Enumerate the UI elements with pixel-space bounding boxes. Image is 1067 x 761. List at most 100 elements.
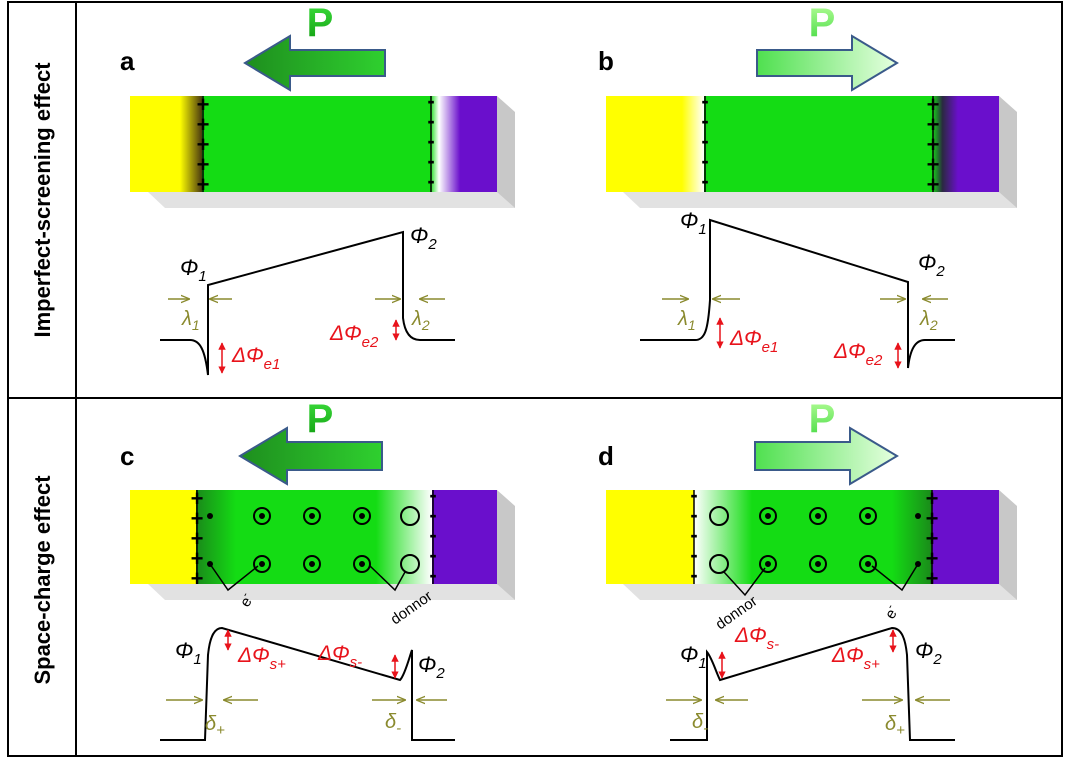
ferroelectric-layer [202,96,430,192]
svg-text:+: + [191,566,204,591]
panel-letter: d [598,441,614,471]
polarization-arrow-right [756,34,899,92]
svg-text:+: + [926,546,939,571]
negative-charges: - - - - - [429,482,436,587]
electron-label: e- [880,602,903,622]
positive-charges: + + + + + [191,486,204,591]
slab-shadow-bottom [148,584,515,600]
svg-text:+: + [191,486,204,511]
slab-shadow-bottom [148,192,515,208]
phi2-label: Φ2 [918,250,945,280]
dphi-e1-label: ΔΦe1 [729,327,778,356]
panel-letter: a [120,46,135,76]
panel-a: a P + + + + + - - - - - Φ1 Φ2 [120,1,515,376]
phi1-label: Φ1 [680,208,707,238]
dphi-s-minus-label: ΔΦs- [734,624,779,653]
svg-text:-: - [429,502,436,527]
donor-pointer [369,565,406,592]
svg-text:-: - [701,128,708,153]
svg-text:+: + [191,546,204,571]
ionized-donors [759,507,877,573]
svg-text:+: + [926,486,939,511]
dphi-s-plus-label: ΔΦs+ [831,644,880,673]
potential-profile [640,218,955,369]
panel-c: c P + + + + + - - - - - [120,397,515,741]
left-interface [682,96,704,192]
panel-b: b P - - - - - + + + + + Φ1 Φ2 λ1 [598,1,1017,369]
svg-text:+: + [926,566,939,591]
panel-letter: b [598,46,614,76]
svg-text:-: - [427,148,434,173]
delta2-label: δ+ [885,713,905,739]
right-electrode [432,490,497,584]
slab-shadow-side [497,490,515,600]
svg-text:+: + [927,152,940,177]
polarization-arrow-right [754,426,899,486]
svg-text:-: - [429,562,436,587]
svg-text:-: - [701,168,708,193]
svg-text:-: - [701,88,708,113]
electron-pointer [871,563,919,592]
svg-text:-: - [427,168,434,193]
svg-text:+: + [926,506,939,531]
phi1-label: Φ1 [175,638,202,668]
empty-donors [709,506,729,574]
space-charge-region-right [892,490,932,584]
left-electrode [130,490,196,584]
left-electrode [606,96,682,192]
dphi-s-plus-label: ΔΦs+ [237,644,286,673]
svg-text:-: - [427,108,434,133]
svg-text:-: - [690,482,697,507]
donor-pointer [723,567,766,597]
svg-text:-: - [429,482,436,507]
slab-shadow-side [497,96,515,208]
slab-shadow-bottom [623,584,1017,600]
delta2-label: δ- [385,711,401,737]
polarization-label: P [307,397,334,441]
phi1-label: Φ1 [680,642,707,672]
svg-text:+: + [191,506,204,531]
positive-charges: + + + + + [197,92,210,197]
svg-text:-: - [701,148,708,173]
svg-text:-: - [429,522,436,547]
empty-donors [400,506,420,574]
electron-pointer [209,563,259,592]
svg-text:+: + [926,526,939,551]
depletion-region-right [376,490,432,584]
right-electrode [932,490,999,584]
positive-charges: + + + + + [927,92,940,197]
outer-frame [7,1,1063,757]
right-electrode [460,96,497,192]
svg-text:+: + [197,92,210,117]
svg-text:-: - [429,542,436,567]
negative-charges: - - - - - [427,88,434,193]
svg-text:-: - [690,542,697,567]
svg-text:+: + [197,132,210,157]
dphi-s-minus-label: ΔΦs- [317,642,362,671]
negative-charges: - - - - - [690,482,697,587]
dphi-e2-label: ΔΦe2 [329,322,379,351]
space-charge-region-left [196,490,236,584]
phi2-label: Φ2 [418,652,445,682]
left-electrode [606,490,694,584]
svg-text:-: - [690,502,697,527]
dphi-e1-label: ΔΦe1 [231,344,280,373]
slab-shadow-side [999,490,1017,600]
potential-profile [160,626,455,741]
ferroelectric-layer [704,96,932,192]
polarization-arrow-left [238,426,383,486]
svg-text:-: - [427,128,434,153]
row-label-space-charge: Space-charge effect [30,475,55,685]
right-electrode [958,96,999,192]
lambda2-label: λ2 [919,308,938,333]
panel-d: d P - - - - - + + + + + [598,397,1017,741]
potential-profile [160,230,455,376]
lambda1-label: λ1 [677,308,696,333]
row-label-imperfect-screening: Imperfect-screening effect [30,62,55,338]
panel-letter: c [120,441,134,471]
polarization-label: P [307,1,334,45]
potential-profile [670,626,955,741]
svg-text:-: - [690,562,697,587]
polarization-label: P [809,1,836,45]
svg-text:-: - [690,522,697,547]
